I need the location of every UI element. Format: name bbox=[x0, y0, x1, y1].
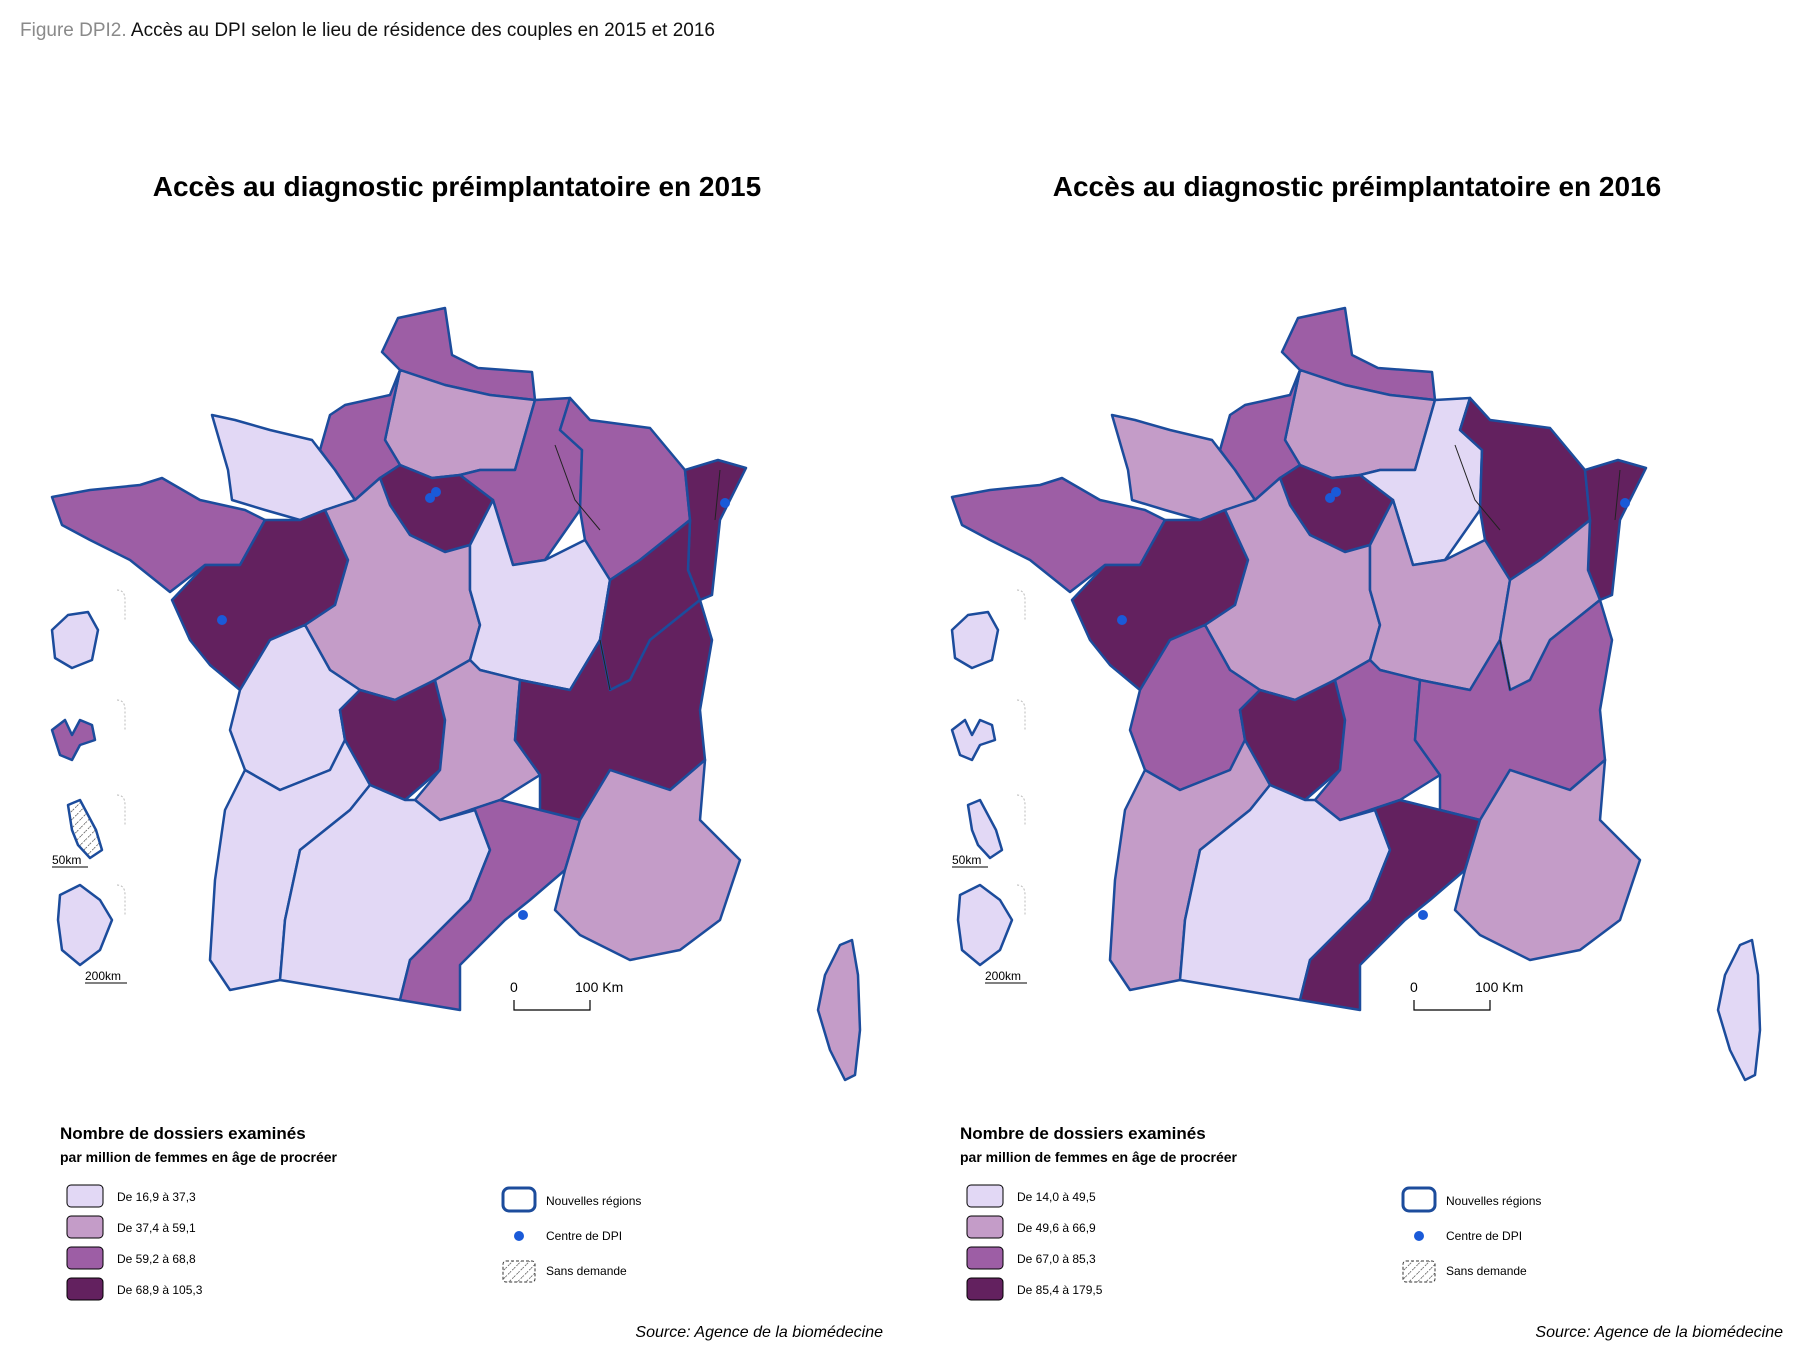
department-border bbox=[1614, 469, 1621, 521]
region-corse bbox=[1716, 938, 1762, 1082]
legend-label-no-demand: Sans demande bbox=[546, 1264, 627, 1278]
region-alsace bbox=[1583, 458, 1648, 602]
scale-zero-label: 0 bbox=[1410, 979, 1418, 995]
legend-region-border-swatch bbox=[501, 1186, 537, 1213]
region-paca bbox=[1453, 758, 1642, 962]
legend: Nombre de dossiers examinés par million … bbox=[960, 1124, 1541, 1301]
region-guadeloupe bbox=[950, 718, 997, 762]
legend-title: Nombre de dossiers examinés bbox=[960, 1124, 1206, 1143]
legend-subtitle: par million de femmes en âge de procréer bbox=[960, 1149, 1238, 1165]
legend-label-no-demand: Sans demande bbox=[1446, 1264, 1527, 1278]
legend-swatch-class4 bbox=[966, 1277, 1004, 1301]
inset-frame bbox=[116, 884, 126, 915]
legend-label-class4: De 85,4 à 179,5 bbox=[1017, 1283, 1103, 1297]
department-border bbox=[554, 444, 601, 531]
inset-frame bbox=[1016, 884, 1026, 915]
region-guadeloupe bbox=[50, 718, 97, 762]
legend-swatch-class2 bbox=[66, 1215, 104, 1239]
map-title: Accès au diagnostic préimplantatoire en … bbox=[153, 171, 761, 202]
inset-large-scale-label: 200km bbox=[985, 969, 1021, 983]
legend-centre-dot bbox=[1414, 1231, 1424, 1241]
region-languedoc bbox=[1298, 798, 1482, 1012]
source-note: Source: Agence de la biomédecine bbox=[1535, 1324, 1783, 1341]
inset-frame bbox=[1016, 589, 1026, 620]
dpi-centre-marker bbox=[1331, 487, 1341, 497]
dpi-centres bbox=[217, 487, 730, 920]
legend: Nombre de dossiers examinés par million … bbox=[60, 1124, 641, 1301]
legend-centre-dot bbox=[514, 1231, 524, 1241]
legend-swatch-class3 bbox=[966, 1246, 1004, 1270]
legend-region-border-swatch bbox=[1401, 1186, 1437, 1213]
legend-no-demand-swatch bbox=[1402, 1260, 1436, 1283]
region-guyane bbox=[956, 883, 1014, 967]
overseas-insets bbox=[950, 589, 1026, 967]
legend-swatch-class2 bbox=[966, 1215, 1004, 1239]
scale-length-label: 100 Km bbox=[575, 979, 623, 995]
scale-bar: 0 100 Km bbox=[510, 979, 623, 1011]
region-limousin bbox=[1238, 678, 1347, 802]
legend-no-demand-swatch bbox=[502, 1260, 536, 1283]
dpi-centre-marker bbox=[1418, 910, 1428, 920]
department-border bbox=[1499, 639, 1511, 691]
legend-label-class1: De 14,0 à 49,5 bbox=[1017, 1190, 1096, 1204]
inset-frame bbox=[1016, 699, 1026, 730]
legend-label-regions: Nouvelles régions bbox=[1446, 1194, 1541, 1208]
inset-small-scale-label: 50km bbox=[952, 853, 981, 867]
map-title: Accès au diagnostic préimplantatoire en … bbox=[1053, 171, 1661, 202]
legend-label-centre: Centre de DPI bbox=[546, 1229, 622, 1243]
inset-frame bbox=[116, 699, 126, 730]
dpi-centre-marker bbox=[518, 910, 528, 920]
legend-title: Nombre de dossiers examinés bbox=[60, 1124, 306, 1143]
inset-frame bbox=[116, 794, 126, 825]
scale-length-label: 100 Km bbox=[1475, 979, 1523, 995]
figure-caption: Figure DPI2. Accès au DPI selon le lieu … bbox=[20, 20, 715, 42]
france-regions bbox=[950, 306, 1762, 1082]
dpi-centre-marker bbox=[1117, 615, 1127, 625]
legend-label-class1: De 16,9 à 37,3 bbox=[117, 1190, 196, 1204]
inset-frame bbox=[116, 589, 126, 620]
region-paca bbox=[553, 758, 742, 962]
inset-small-scale-label: 50km bbox=[52, 853, 81, 867]
legend-subtitle: par million de femmes en âge de procréer bbox=[60, 1149, 338, 1165]
france-regions bbox=[50, 306, 862, 1082]
region-alsace bbox=[683, 458, 748, 602]
region-martinique bbox=[66, 798, 104, 860]
legend-label-class4: De 68,9 à 105,3 bbox=[117, 1283, 203, 1297]
region-languedoc bbox=[398, 798, 582, 1012]
overseas-insets bbox=[50, 589, 126, 967]
map-2015: Accès au diagnostic préimplantatoire en … bbox=[50, 171, 883, 1341]
source-note: Source: Agence de la biomédecine bbox=[635, 1324, 883, 1341]
legend-label-centre: Centre de DPI bbox=[1446, 1229, 1522, 1243]
map-2016: Accès au diagnostic préimplantatoire en … bbox=[950, 171, 1783, 1341]
region-limousin bbox=[338, 678, 447, 802]
inset-large-scale-label: 200km bbox=[85, 969, 121, 983]
inset-frame bbox=[1016, 794, 1026, 825]
legend-swatch-class3 bbox=[66, 1246, 104, 1270]
legend-label-class3: De 67,0 à 85,3 bbox=[1017, 1252, 1096, 1266]
legend-label-class2: De 37,4 à 59,1 bbox=[117, 1221, 196, 1235]
department-border bbox=[1454, 444, 1501, 531]
region-corse bbox=[816, 938, 862, 1082]
scale-zero-label: 0 bbox=[510, 979, 518, 995]
legend-label-class2: De 49,6 à 66,9 bbox=[1017, 1221, 1096, 1235]
dpi-centre-marker bbox=[720, 498, 730, 508]
figure-label: Figure DPI2. bbox=[20, 20, 127, 41]
legend-swatch-class4 bbox=[66, 1277, 104, 1301]
figure-title: Accès au DPI selon le lieu de résidence … bbox=[130, 20, 716, 41]
legend-swatch-class1 bbox=[66, 1184, 104, 1208]
department-border bbox=[714, 469, 721, 521]
dpi-centre-marker bbox=[1620, 498, 1630, 508]
dpi-centre-marker bbox=[431, 487, 441, 497]
legend-swatch-class1 bbox=[966, 1184, 1004, 1208]
legend-label-class3: De 59,2 à 68,8 bbox=[117, 1252, 196, 1266]
region-reunion bbox=[950, 610, 1000, 670]
department-border bbox=[599, 639, 611, 691]
legend-label-regions: Nouvelles régions bbox=[546, 1194, 641, 1208]
region-guyane bbox=[56, 883, 114, 967]
dpi-centre-marker bbox=[217, 615, 227, 625]
region-martinique bbox=[966, 798, 1004, 860]
region-reunion bbox=[50, 610, 100, 670]
dpi-centres bbox=[1117, 487, 1630, 920]
scale-bar: 0 100 Km bbox=[1410, 979, 1523, 1011]
